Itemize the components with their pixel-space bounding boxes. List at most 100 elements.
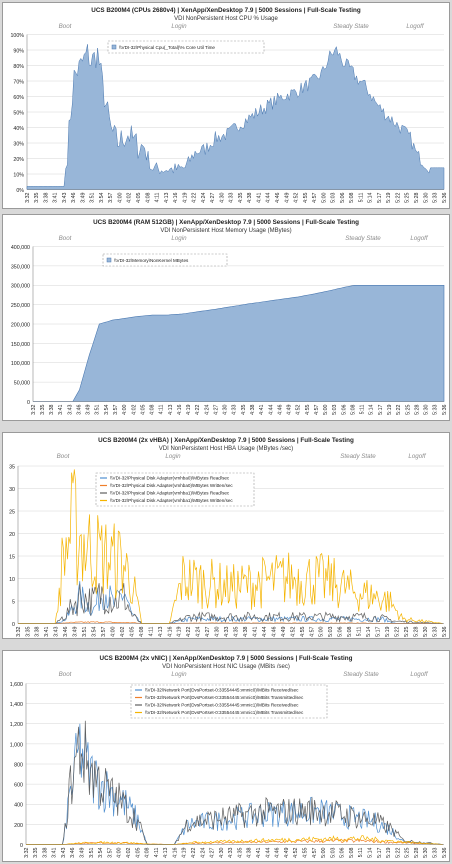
x-tick-label: 5:08	[349, 847, 355, 857]
x-tick-label: 3:46	[77, 404, 83, 414]
x-tick-label: 4:41	[256, 847, 262, 857]
phase-label: Boot	[59, 235, 72, 242]
x-tick-label: 5:17	[377, 192, 383, 202]
x-tick-label: 4:55	[303, 192, 309, 202]
x-tick-label: 5:28	[413, 626, 419, 636]
x-tick-label: 4:49	[284, 847, 290, 857]
chart-subtitle: VDI NonPersistent Host Memory Usage (MBy…	[160, 228, 291, 234]
hba-chart: UCS B200M4 (2x vHBA) | XenApp/XenDesktop…	[9, 437, 448, 637]
x-tick-label: 4:38	[247, 847, 253, 857]
x-tick-label: 3:38	[42, 847, 48, 857]
x-tick-label: 4:57	[309, 626, 315, 636]
legend-box	[102, 253, 228, 267]
y-tick-label: 200	[14, 823, 23, 829]
hba-chart-panel: UCS B200M4 (2x vHBA) | XenApp/XenDesktop…	[2, 432, 450, 639]
chart-subtitle: VDI NonPersistent Host NIC Usage (MBits …	[162, 664, 290, 670]
x-tick-label: 4:27	[210, 192, 216, 202]
x-tick-label: 5:28	[414, 404, 420, 414]
y-tick-label: 300,000	[11, 284, 30, 290]
y-tick-label: 0	[12, 622, 15, 628]
x-tick-label: 4:30	[223, 404, 229, 414]
y-tick-label: 20%	[13, 157, 24, 163]
nic-chart: UCS B200M4 (2x vNIC) | XenApp/XenDesktop…	[10, 655, 448, 858]
y-tick-label: 400,000	[11, 245, 30, 251]
x-tick-label: 5:08	[351, 404, 357, 414]
y-tick-label: 50,000	[14, 381, 30, 387]
y-tick-label: 15	[9, 554, 15, 560]
phase-label: Steady State	[333, 23, 369, 30]
chart-title: UCS B200M4 (RAM 512GB) | XenApp/XenDeskt…	[93, 219, 359, 226]
x-tick-label: 4:57	[314, 404, 320, 414]
x-tick-label: 4:41	[259, 404, 265, 414]
x-tick-label: 3:51	[89, 847, 95, 857]
cpu-chart: UCS B200M4 (CPUs 2680v4) | XenApp/XenDes…	[10, 7, 447, 203]
x-tick-label: 5:14	[368, 847, 374, 857]
x-tick-label: 3:46	[70, 847, 76, 857]
x-tick-label: 3:35	[40, 404, 46, 414]
x-tick-label: 3:35	[25, 626, 31, 636]
x-tick-label: 5:17	[378, 404, 384, 414]
x-tick-label: 4:44	[266, 192, 272, 202]
series-line	[26, 835, 443, 845]
series-line	[26, 723, 443, 845]
x-tick-label: 5:30	[423, 192, 429, 202]
x-tick-label: 4:05	[140, 404, 146, 414]
plot-area	[26, 44, 445, 190]
x-tick-label: 5:03	[331, 192, 337, 202]
x-tick-label: 4:00	[118, 192, 124, 202]
x-tick-label: 4:00	[122, 404, 128, 414]
x-tick-label: 3:51	[90, 192, 96, 202]
y-tick-label: 350,000	[11, 264, 30, 270]
phase-label: Login	[165, 453, 181, 460]
x-tick-label: 4:35	[234, 626, 240, 636]
x-tick-label: 3:32	[25, 192, 31, 202]
plot-area	[26, 720, 443, 845]
x-tick-label: 4:19	[182, 847, 188, 857]
x-tick-label: 4:55	[303, 847, 309, 857]
x-tick-label: 5:17	[376, 626, 382, 636]
phase-label: Boot	[57, 453, 70, 460]
x-tick-label: 4:38	[250, 404, 256, 414]
y-tick-label: 1,000	[10, 742, 23, 748]
phase-label: Steady State	[343, 671, 379, 678]
x-tick-label: 4:35	[241, 404, 247, 414]
x-tick-label: 4:22	[195, 404, 201, 414]
x-tick-label: 4:02	[126, 847, 132, 857]
x-tick-label: 5:25	[405, 192, 411, 202]
x-tick-label: 5:19	[385, 626, 391, 636]
x-tick-label: 5:11	[357, 626, 363, 636]
x-tick-label: 4:49	[281, 626, 287, 636]
x-tick-label: 5:25	[404, 626, 410, 636]
x-tick-label: 4:49	[284, 192, 290, 202]
x-tick-label: 4:33	[232, 404, 238, 414]
series-line	[18, 581, 443, 624]
x-axis: 3:32 3:35 3:38 3:41 3:43 3:46 3:49 3:51 3:54 3:57…	[31, 401, 448, 415]
x-tick-label: 4:55	[300, 626, 306, 636]
x-tick-label: 4:44	[268, 404, 274, 414]
x-tick-label: 3:49	[86, 404, 92, 414]
legend-swatch	[106, 257, 112, 263]
y-tick-label: 100%	[10, 33, 24, 39]
x-tick-label: 3:32	[24, 847, 30, 857]
x-tick-label: 4:02	[131, 404, 137, 414]
x-tick-label: 4:08	[139, 626, 145, 636]
chart-title: UCS B200M4 (CPUs 2680v4) | XenApp/XenDes…	[91, 7, 361, 14]
x-tick-label: 5:25	[405, 847, 411, 857]
y-tick-label: 25	[9, 509, 15, 515]
y-tick-label: 40%	[13, 126, 24, 132]
y-tick-label: 60%	[13, 95, 24, 101]
x-tick-label: 5:30	[423, 626, 429, 636]
x-tick-label: 5:19	[386, 192, 392, 202]
series-line	[18, 583, 443, 624]
y-tick-label: 10	[9, 577, 15, 583]
x-tick-label: 3:57	[101, 626, 107, 636]
x-tick-label: 4:16	[167, 626, 173, 636]
x-tick-label: 5:36	[442, 626, 448, 636]
y-tick-label: 10%	[13, 172, 24, 178]
y-tick-label: 150,000	[11, 342, 30, 348]
x-tick-label: 4:52	[290, 626, 296, 636]
y-axis: 0 50,000 100,000 150,000 200,000 250,000…	[11, 245, 30, 406]
legend: \\VDI-32\Physical Cpu(_Total)\% Core Uti…	[107, 40, 265, 54]
x-tick-label: 4:30	[215, 626, 221, 636]
chart-title: UCS B200M4 (2x vHBA) | XenApp/XenDesktop…	[98, 437, 354, 444]
